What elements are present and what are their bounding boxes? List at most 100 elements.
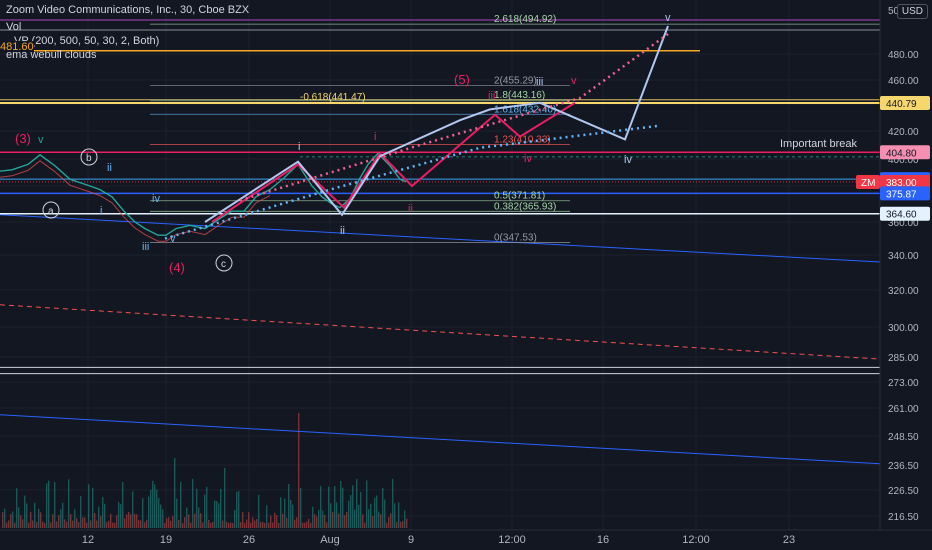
x-tick-label: 26 xyxy=(243,534,255,546)
volume-bar xyxy=(128,511,130,528)
wave-label: v xyxy=(170,233,176,245)
volume-bar xyxy=(272,522,274,528)
volume-bar xyxy=(190,522,192,528)
price-badge-bg xyxy=(880,186,930,201)
indicator-ema-clouds[interactable]: ema webull clouds xyxy=(6,49,97,61)
volume-bar xyxy=(394,503,396,528)
volume-bar xyxy=(388,516,390,528)
volume-bar xyxy=(376,495,378,528)
volume-bar xyxy=(170,520,172,528)
y-tick-label: 273.00 xyxy=(888,378,919,389)
y-tick-label: 480.00 xyxy=(888,50,919,61)
volume-bar xyxy=(50,522,52,528)
wave-label: Important break xyxy=(780,138,858,150)
price-line xyxy=(0,152,407,236)
volume-bar xyxy=(334,486,336,528)
volume-bar xyxy=(212,521,214,528)
volume-bar xyxy=(328,486,330,528)
currency-button[interactable]: USD xyxy=(896,4,928,19)
wave-label: iii xyxy=(536,76,543,88)
volume-bar xyxy=(228,522,230,528)
volume-bar xyxy=(78,521,80,528)
volume-bar xyxy=(256,519,258,528)
y-tick-label: 460.00 xyxy=(888,76,919,87)
volume-bar xyxy=(168,517,170,528)
ema-cloud-line xyxy=(0,160,271,242)
y-tick-label: 248.50 xyxy=(888,432,919,443)
volume-bar xyxy=(64,519,66,528)
fib-level-label: 1.23(410.33) xyxy=(494,135,551,146)
volume-bar xyxy=(280,497,282,528)
wave-label: iv xyxy=(524,153,532,165)
volume-bar xyxy=(178,519,180,528)
y-tick-label: 226.50 xyxy=(888,486,919,497)
volume-bar xyxy=(104,503,106,528)
volume-bar xyxy=(316,516,318,528)
volume-bar xyxy=(392,478,394,528)
price-badge-bg xyxy=(880,145,930,160)
volume-bar xyxy=(28,522,30,528)
volume-bar xyxy=(304,522,306,528)
volume-bar xyxy=(368,509,370,528)
y-tick-label: 420.00 xyxy=(888,127,919,138)
y-tick-label: 216.50 xyxy=(888,512,919,523)
volume-bar xyxy=(238,491,240,528)
volume-bar xyxy=(40,512,42,528)
fib-level-label: 2.618(494.92) xyxy=(494,14,556,25)
volume-bar xyxy=(58,515,60,528)
volume-bar xyxy=(188,514,190,528)
y-tick-label: 236.50 xyxy=(888,461,919,472)
volume-bar xyxy=(194,513,196,528)
volume-bar xyxy=(68,479,70,528)
volume-bar xyxy=(160,504,162,528)
price-badge-bg xyxy=(880,174,930,189)
volume-bar xyxy=(378,511,380,528)
x-tick-label: Aug xyxy=(320,534,340,546)
volume-bar xyxy=(300,488,302,528)
volume-bar xyxy=(90,520,92,528)
volume-bar xyxy=(26,503,28,528)
volume-bar xyxy=(396,521,398,528)
wave-label: i xyxy=(298,141,300,153)
volume-bar xyxy=(80,496,82,528)
price-badge-label: 375.87 xyxy=(886,189,917,200)
volume-bar xyxy=(132,491,134,528)
volume-bar xyxy=(12,511,14,528)
volume-bar xyxy=(324,515,326,528)
volume-bar xyxy=(364,522,366,528)
y-tick-label: 300.00 xyxy=(888,323,919,334)
volume-bar xyxy=(386,522,388,528)
volume-bar xyxy=(198,507,200,528)
indicator-volume[interactable]: Vol xyxy=(6,21,22,33)
volume-bar xyxy=(374,497,376,528)
volume-bar xyxy=(338,513,340,528)
volume-bar xyxy=(220,488,222,528)
volume-bar xyxy=(404,510,406,528)
volume-bar xyxy=(366,480,368,528)
wave-label-circle xyxy=(80,148,98,166)
price-badge-label: 404.80 xyxy=(886,148,917,159)
volume-bar xyxy=(362,514,364,528)
ticker-badge-bg xyxy=(856,174,880,189)
volume-bar xyxy=(116,515,118,528)
volume-bar xyxy=(296,517,298,528)
volume-bar xyxy=(302,522,304,528)
volume-bar xyxy=(192,478,194,528)
volume-bar xyxy=(358,504,360,528)
indicator-volume-profile[interactable]: VP (200, 500, 50, 30, 2, Both) xyxy=(14,35,160,47)
volume-bar xyxy=(174,458,176,528)
volume-bar xyxy=(30,511,32,528)
volume-bar xyxy=(96,520,98,528)
volume-bar xyxy=(106,522,108,528)
volume-bar xyxy=(226,521,228,528)
volume-bar xyxy=(400,521,402,528)
volume-bar xyxy=(148,496,150,528)
volume-bar xyxy=(142,498,144,528)
volume-bar xyxy=(152,480,154,528)
fib-level-label: -0.618(441.47) xyxy=(300,92,366,103)
volume-bar xyxy=(336,502,338,528)
volume-bar xyxy=(182,522,184,528)
volume-bar xyxy=(342,487,344,528)
volume-bar xyxy=(290,499,292,528)
